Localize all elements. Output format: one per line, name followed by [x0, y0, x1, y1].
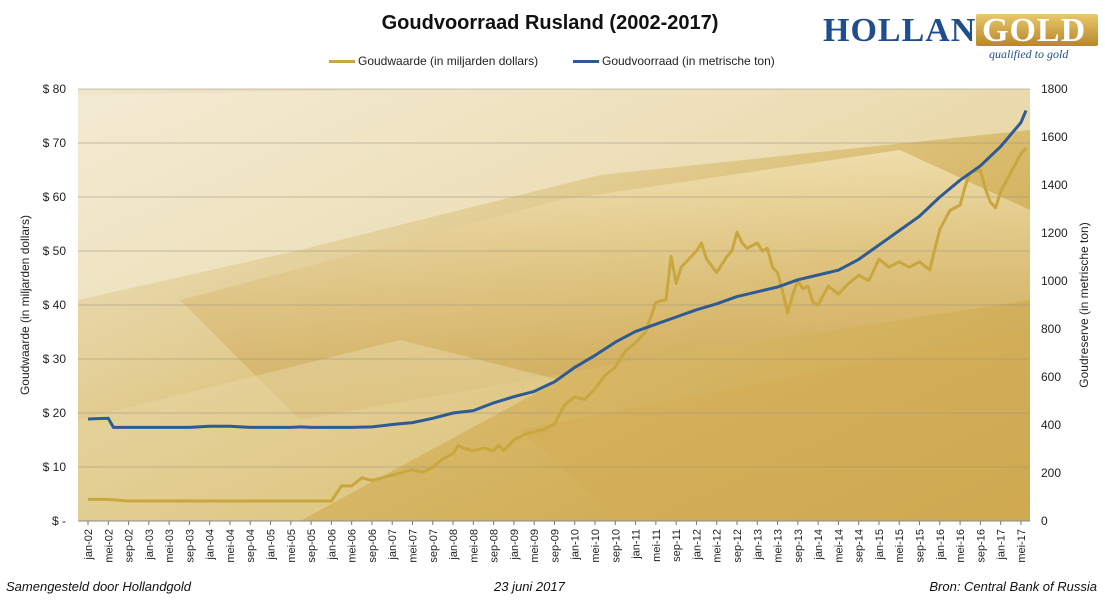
y-left-tick-label: $ 80	[43, 82, 67, 96]
x-tick-label: sep-13	[793, 529, 805, 563]
logo-word-holland: HOLLAND	[823, 12, 1002, 49]
x-tick-label: mei-15	[894, 529, 906, 563]
x-tick-label: sep-03	[184, 529, 196, 563]
x-tick-label: sep-14	[854, 529, 866, 563]
y-right-tick-label: 800	[1041, 322, 1061, 336]
y-right-tick-label: 400	[1041, 418, 1061, 432]
x-tick-label: jan-17	[996, 529, 1008, 561]
x-tick-label: mei-11	[651, 529, 663, 562]
x-tick-label: sep-02	[124, 529, 136, 563]
x-tick-label: jan-09	[509, 529, 521, 561]
x-tick-label: jan-05	[266, 529, 278, 561]
series-line-goudwaarde	[88, 147, 1028, 503]
x-tick-label: jan-15	[874, 529, 886, 561]
y-left-tick-label: $ 10	[43, 460, 67, 474]
series-line-goudvoorraad	[87, 110, 1028, 429]
y-right-tick-label: 1200	[1041, 226, 1068, 240]
x-tick-label: mei-08	[468, 529, 480, 563]
x-tick-label: sep-12	[732, 529, 744, 563]
footer-source: Bron: Central Bank of Russia	[929, 579, 1097, 594]
y-left-tick-label: $ 70	[43, 136, 67, 150]
plot-background	[78, 89, 1030, 521]
x-tick-label: mei-05	[286, 529, 298, 563]
y-axis-right-ticks: 0 200 400 600 800 1000 1200 1400 1600 1800	[1041, 82, 1068, 528]
x-tick-label: jan-16	[935, 529, 947, 561]
x-tick-label: jan-02	[83, 529, 95, 561]
y-left-tick-label: $ 40	[43, 298, 67, 312]
x-tick-label: sep-07	[428, 529, 440, 563]
x-tick-label: jan-07	[387, 529, 399, 561]
x-tick-label: mei-09	[529, 529, 541, 563]
x-tick-label: sep-09	[549, 529, 561, 563]
x-tick-label: jan-03	[144, 529, 156, 561]
x-tick-label: jan-04	[205, 529, 217, 561]
y-right-tick-label: 1400	[1041, 178, 1068, 192]
hollandgold-logo: HOLLAND GOLD qualified to gold	[823, 10, 1103, 61]
x-tick-label: jan-08	[448, 529, 460, 561]
y-right-tick-label: 1000	[1041, 274, 1068, 288]
x-tick-label: jan-14	[813, 529, 825, 561]
y-right-tick-label: 1600	[1041, 130, 1068, 144]
y-right-tick-label: 200	[1041, 466, 1061, 480]
legend-item-goudvoorraad: Goudvoorraad (in metrische ton)	[573, 54, 775, 68]
x-tick-label: sep-15	[915, 529, 927, 563]
y-right-tick-label: 0	[1041, 514, 1048, 528]
x-tick-label: mei-06	[347, 529, 359, 563]
footer-credit: Samengesteld door Hollandgold	[6, 579, 192, 594]
legend-swatch-goudwaarde	[329, 59, 355, 63]
y-left-tick-label: $ 30	[43, 352, 67, 366]
x-tick-label: jan-11	[631, 529, 643, 560]
x-tick-label: mei-13	[773, 529, 785, 563]
x-tick-label: mei-14	[833, 529, 845, 563]
x-tick-label: sep-16	[975, 529, 987, 563]
footer-date: 23 juni 2017	[494, 579, 565, 594]
logo-gold-badge: GOLD	[976, 12, 1098, 49]
x-tick-label: sep-06	[367, 529, 379, 563]
y-left-tick-label: $ -	[52, 514, 66, 528]
x-tick-label: mei-12	[712, 529, 724, 563]
legend-item-goudwaarde: Goudwaarde (in miljarden dollars)	[329, 54, 538, 68]
y-axis-left-ticks: $ - $ 10 $ 20 $ 30 $ 40 $ 50 $ 60 $ 70 $ 80	[43, 82, 67, 528]
x-tick-label: mei-16	[955, 529, 967, 563]
x-tick-label: sep-05	[306, 529, 318, 563]
gridlines	[78, 88, 1030, 522]
x-tick-label: sep-10	[610, 529, 622, 563]
chart-title: Goudvoorraad Rusland (2002-2017)	[381, 12, 719, 34]
x-tick-label: jan-12	[691, 529, 703, 561]
x-tick-label: mei-10	[590, 529, 602, 563]
x-tick-label: mei-17	[1016, 529, 1028, 563]
x-tick-label: jan-10	[570, 529, 582, 561]
x-tick-label: sep-11	[671, 529, 683, 562]
x-tick-label: sep-04	[245, 529, 257, 563]
y-left-tick-label: $ 50	[43, 244, 67, 258]
x-tick-label: jan-06	[326, 529, 338, 561]
legend-label-goudwaarde: Goudwaarde (in miljarden dollars)	[358, 54, 539, 68]
logo-word-gold: GOLD	[982, 12, 1087, 49]
logo-tagline: qualified to gold	[989, 47, 1069, 61]
y-right-tick-label: 1800	[1041, 82, 1068, 96]
x-tick-label: mei-02	[103, 529, 115, 563]
x-axis-ticks: jan-02 mei-02 sep-02 jan-03 mei-03 sep-03 jan-…	[83, 521, 1028, 563]
x-tick-label: mei-03	[164, 529, 176, 563]
y-left-tick-label: $ 60	[43, 190, 67, 204]
legend-swatch-goudvoorraad	[573, 59, 599, 63]
x-tick-label: sep-08	[489, 529, 501, 563]
x-tick-label: mei-04	[225, 529, 237, 563]
y-left-tick-label: $ 20	[43, 406, 67, 420]
x-tick-label: jan-13	[752, 529, 764, 561]
x-tick-label: mei-07	[407, 529, 419, 563]
legend-label-goudvoorraad: Goudvoorraad (in metrische ton)	[602, 54, 775, 68]
y-right-tick-label: 600	[1041, 370, 1061, 384]
